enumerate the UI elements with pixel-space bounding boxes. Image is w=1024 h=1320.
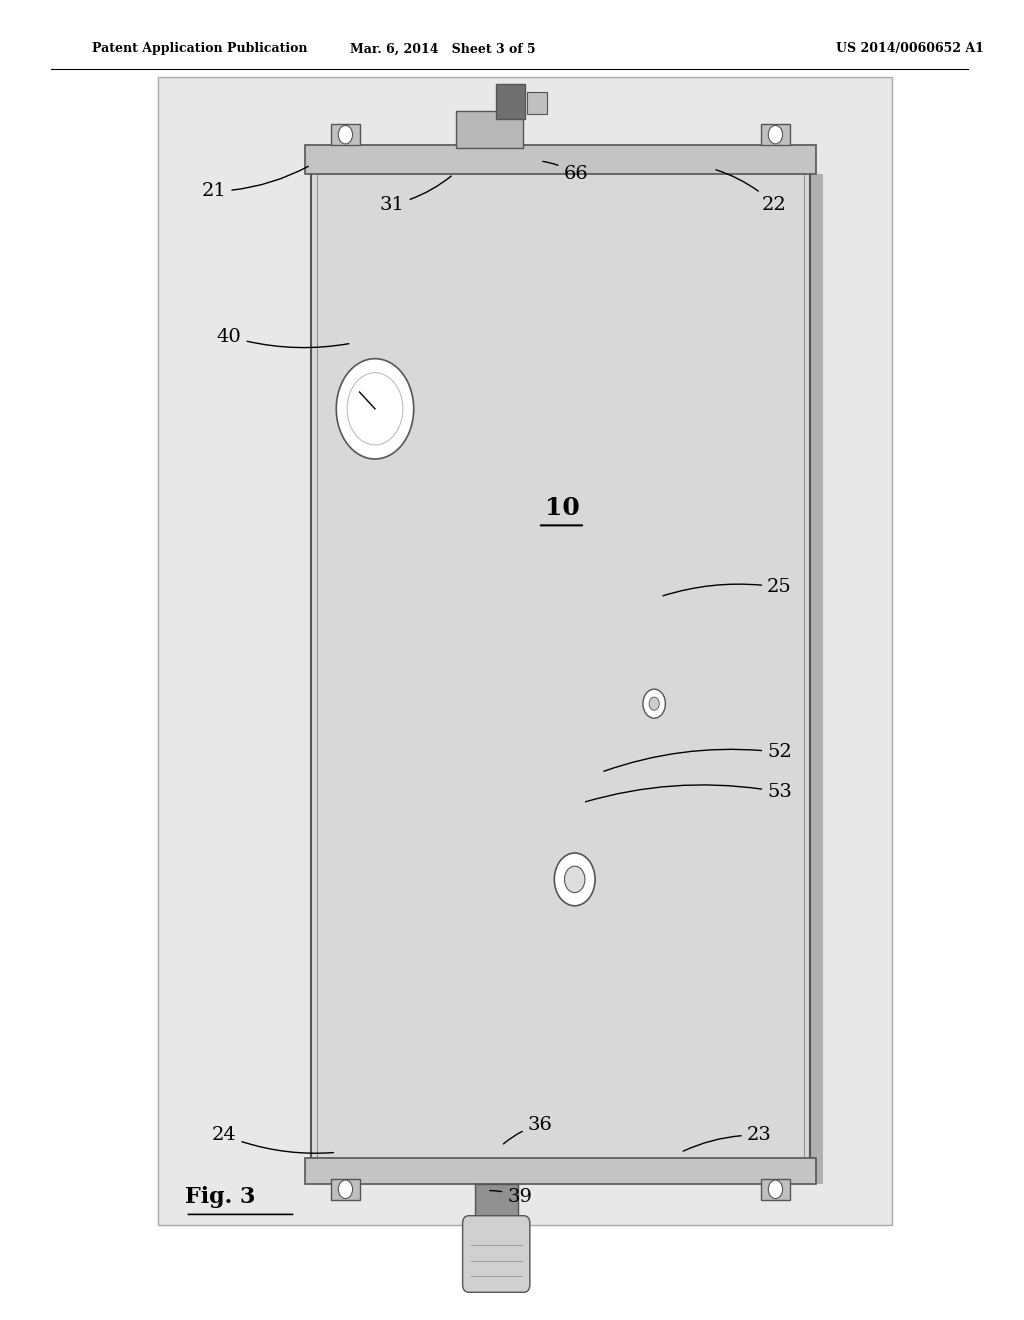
Circle shape [338,125,352,144]
FancyBboxPatch shape [761,1179,790,1200]
Text: 23: 23 [683,1126,771,1151]
Text: 40: 40 [217,327,349,347]
Text: Fig. 3: Fig. 3 [185,1187,256,1208]
Text: 52: 52 [604,743,792,771]
FancyBboxPatch shape [158,77,892,1225]
Text: 21: 21 [202,166,308,201]
Text: 10: 10 [545,496,580,520]
Text: US 2014/0060652 A1: US 2014/0060652 A1 [836,42,983,55]
FancyBboxPatch shape [305,145,816,174]
Text: Patent Application Publication: Patent Application Publication [92,42,307,55]
FancyBboxPatch shape [331,124,359,145]
Text: 66: 66 [543,161,588,183]
Text: 25: 25 [663,578,792,597]
Circle shape [643,689,666,718]
FancyBboxPatch shape [305,1158,816,1184]
FancyBboxPatch shape [475,1184,518,1226]
FancyBboxPatch shape [324,174,823,1184]
Circle shape [768,125,782,144]
Circle shape [347,372,402,445]
Text: 36: 36 [504,1115,553,1144]
FancyBboxPatch shape [761,124,790,145]
Text: 24: 24 [212,1126,334,1154]
Text: 22: 22 [716,170,786,214]
Text: 31: 31 [380,176,452,214]
Text: 53: 53 [586,783,792,801]
Text: Mar. 6, 2014   Sheet 3 of 5: Mar. 6, 2014 Sheet 3 of 5 [350,42,537,55]
FancyBboxPatch shape [457,111,522,148]
Circle shape [554,853,595,906]
FancyBboxPatch shape [463,1216,529,1292]
Circle shape [768,1180,782,1199]
FancyBboxPatch shape [497,84,524,119]
Circle shape [649,697,659,710]
Circle shape [564,866,585,892]
FancyBboxPatch shape [526,92,547,114]
FancyBboxPatch shape [331,1179,359,1200]
FancyBboxPatch shape [311,158,810,1168]
Text: 39: 39 [489,1188,532,1206]
Circle shape [338,1180,352,1199]
Circle shape [336,359,414,459]
